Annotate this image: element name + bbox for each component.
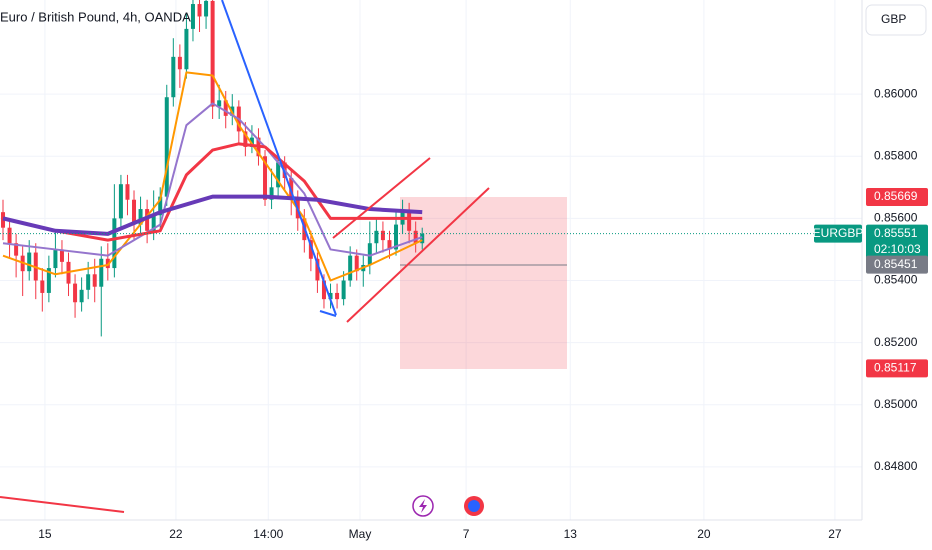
candle-body: [243, 131, 248, 147]
price-badge: [866, 255, 928, 274]
y-tick-label: 0.85200: [874, 335, 918, 349]
symbol-label: EURGBP: [813, 226, 864, 240]
candle-body: [190, 4, 195, 29]
candle-body: [86, 274, 91, 290]
currency-button[interactable]: [865, 4, 927, 36]
candle-body: [354, 255, 359, 272]
candle-body: [420, 233, 425, 244]
candle-body: [73, 283, 78, 303]
trend-line: [221, 0, 337, 316]
x-tick-label: 20: [697, 527, 711, 541]
price-label: 0.85117: [874, 361, 917, 375]
last-price-badge: [866, 224, 928, 259]
x-tick-label: 15: [38, 527, 52, 541]
channel-line: [332, 157, 431, 239]
axes: 0.86000 0.85800 0.85600 0.85400 0.85200 0.850…: [38, 86, 928, 541]
y-tick-label: 0.85000: [874, 397, 918, 411]
candle-body: [308, 240, 313, 259]
x-tick-label: 7: [463, 527, 470, 541]
y-tick-label: 0.85800: [874, 148, 918, 162]
y-tick-label: 0.84800: [874, 459, 918, 473]
candle-body: [158, 196, 163, 216]
candle-body: [276, 162, 281, 188]
price-label: 0.85451: [874, 257, 918, 271]
candle-body: [217, 100, 222, 107]
candle-body: [46, 268, 51, 293]
risk-zone: [400, 197, 567, 369]
candle-body: [125, 184, 130, 200]
event-icon-inner: [468, 500, 480, 512]
candle-body: [112, 218, 117, 269]
candle-body: [53, 249, 58, 269]
candle-body: [394, 224, 399, 250]
moving-average: [2, 71, 423, 282]
candle-body: [269, 187, 274, 200]
candle-body: [164, 97, 169, 197]
candle-body: [210, 0, 215, 107]
last-price-label: 0.85551: [874, 226, 918, 240]
candle-body: [171, 56, 176, 98]
currency-label: GBP: [881, 12, 906, 26]
candle-body: [413, 230, 418, 244]
chart-title: Euro / British Pound, 4h, OANDA: [0, 9, 191, 24]
candle-body: [132, 199, 137, 225]
candle-body: [387, 240, 392, 250]
x-tick-label: 27: [828, 527, 842, 541]
candle-body: [138, 209, 143, 225]
time-axis: [0, 520, 862, 550]
candle-body: [40, 280, 45, 293]
x-tick-label: May: [349, 527, 372, 541]
candle-body: [99, 258, 104, 287]
y-tick-label: 0.85400: [874, 273, 918, 287]
candle-body: [380, 230, 385, 241]
countdown-label: 02:10:03: [874, 242, 921, 256]
candle-body: [151, 215, 156, 231]
candle-body: [328, 292, 333, 300]
candle-body: [348, 255, 353, 281]
moving-average: [2, 102, 423, 257]
candle-body: [59, 249, 64, 262]
trend-line: [0, 496, 125, 513]
candle-body: [79, 289, 84, 303]
overlays: [0, 71, 862, 282]
candle-body: [367, 243, 372, 265]
candle-body: [223, 100, 228, 116]
y-tick-label: 0.86000: [874, 86, 918, 100]
x-tick-label: 14:00: [253, 527, 283, 541]
candle-body: [145, 209, 150, 231]
candle-body: [7, 227, 12, 244]
candle-body: [335, 292, 340, 300]
price-badge: [866, 359, 928, 378]
moving-average: [2, 142, 423, 242]
x-tick-label: 22: [169, 527, 183, 541]
trend-line: [319, 310, 337, 317]
symbol-badge: [814, 224, 862, 243]
candle-body: [197, 4, 202, 17]
price-badge: [866, 187, 928, 206]
candle-body: [177, 56, 182, 70]
candle-body: [92, 274, 97, 287]
price-label: 0.85669: [874, 189, 918, 203]
candles: [1, 0, 425, 337]
channel-line: [346, 187, 490, 323]
candle-body: [321, 280, 326, 300]
candle-body: [118, 184, 123, 219]
candle-body: [341, 280, 346, 300]
candle-body: [204, 0, 209, 17]
candle-body: [315, 258, 320, 281]
price-axis: [862, 0, 932, 550]
event-icon-glyph: [419, 499, 427, 513]
candle-body: [263, 156, 268, 200]
candle-body: [374, 230, 379, 244]
candle-body: [27, 252, 32, 272]
x-tick-label: 13: [564, 527, 578, 541]
candle-body: [184, 28, 189, 70]
candle-body: [407, 212, 412, 231]
y-tick-label: 0.85600: [874, 211, 918, 225]
moving-average: [2, 194, 423, 236]
candle-body: [14, 243, 19, 256]
